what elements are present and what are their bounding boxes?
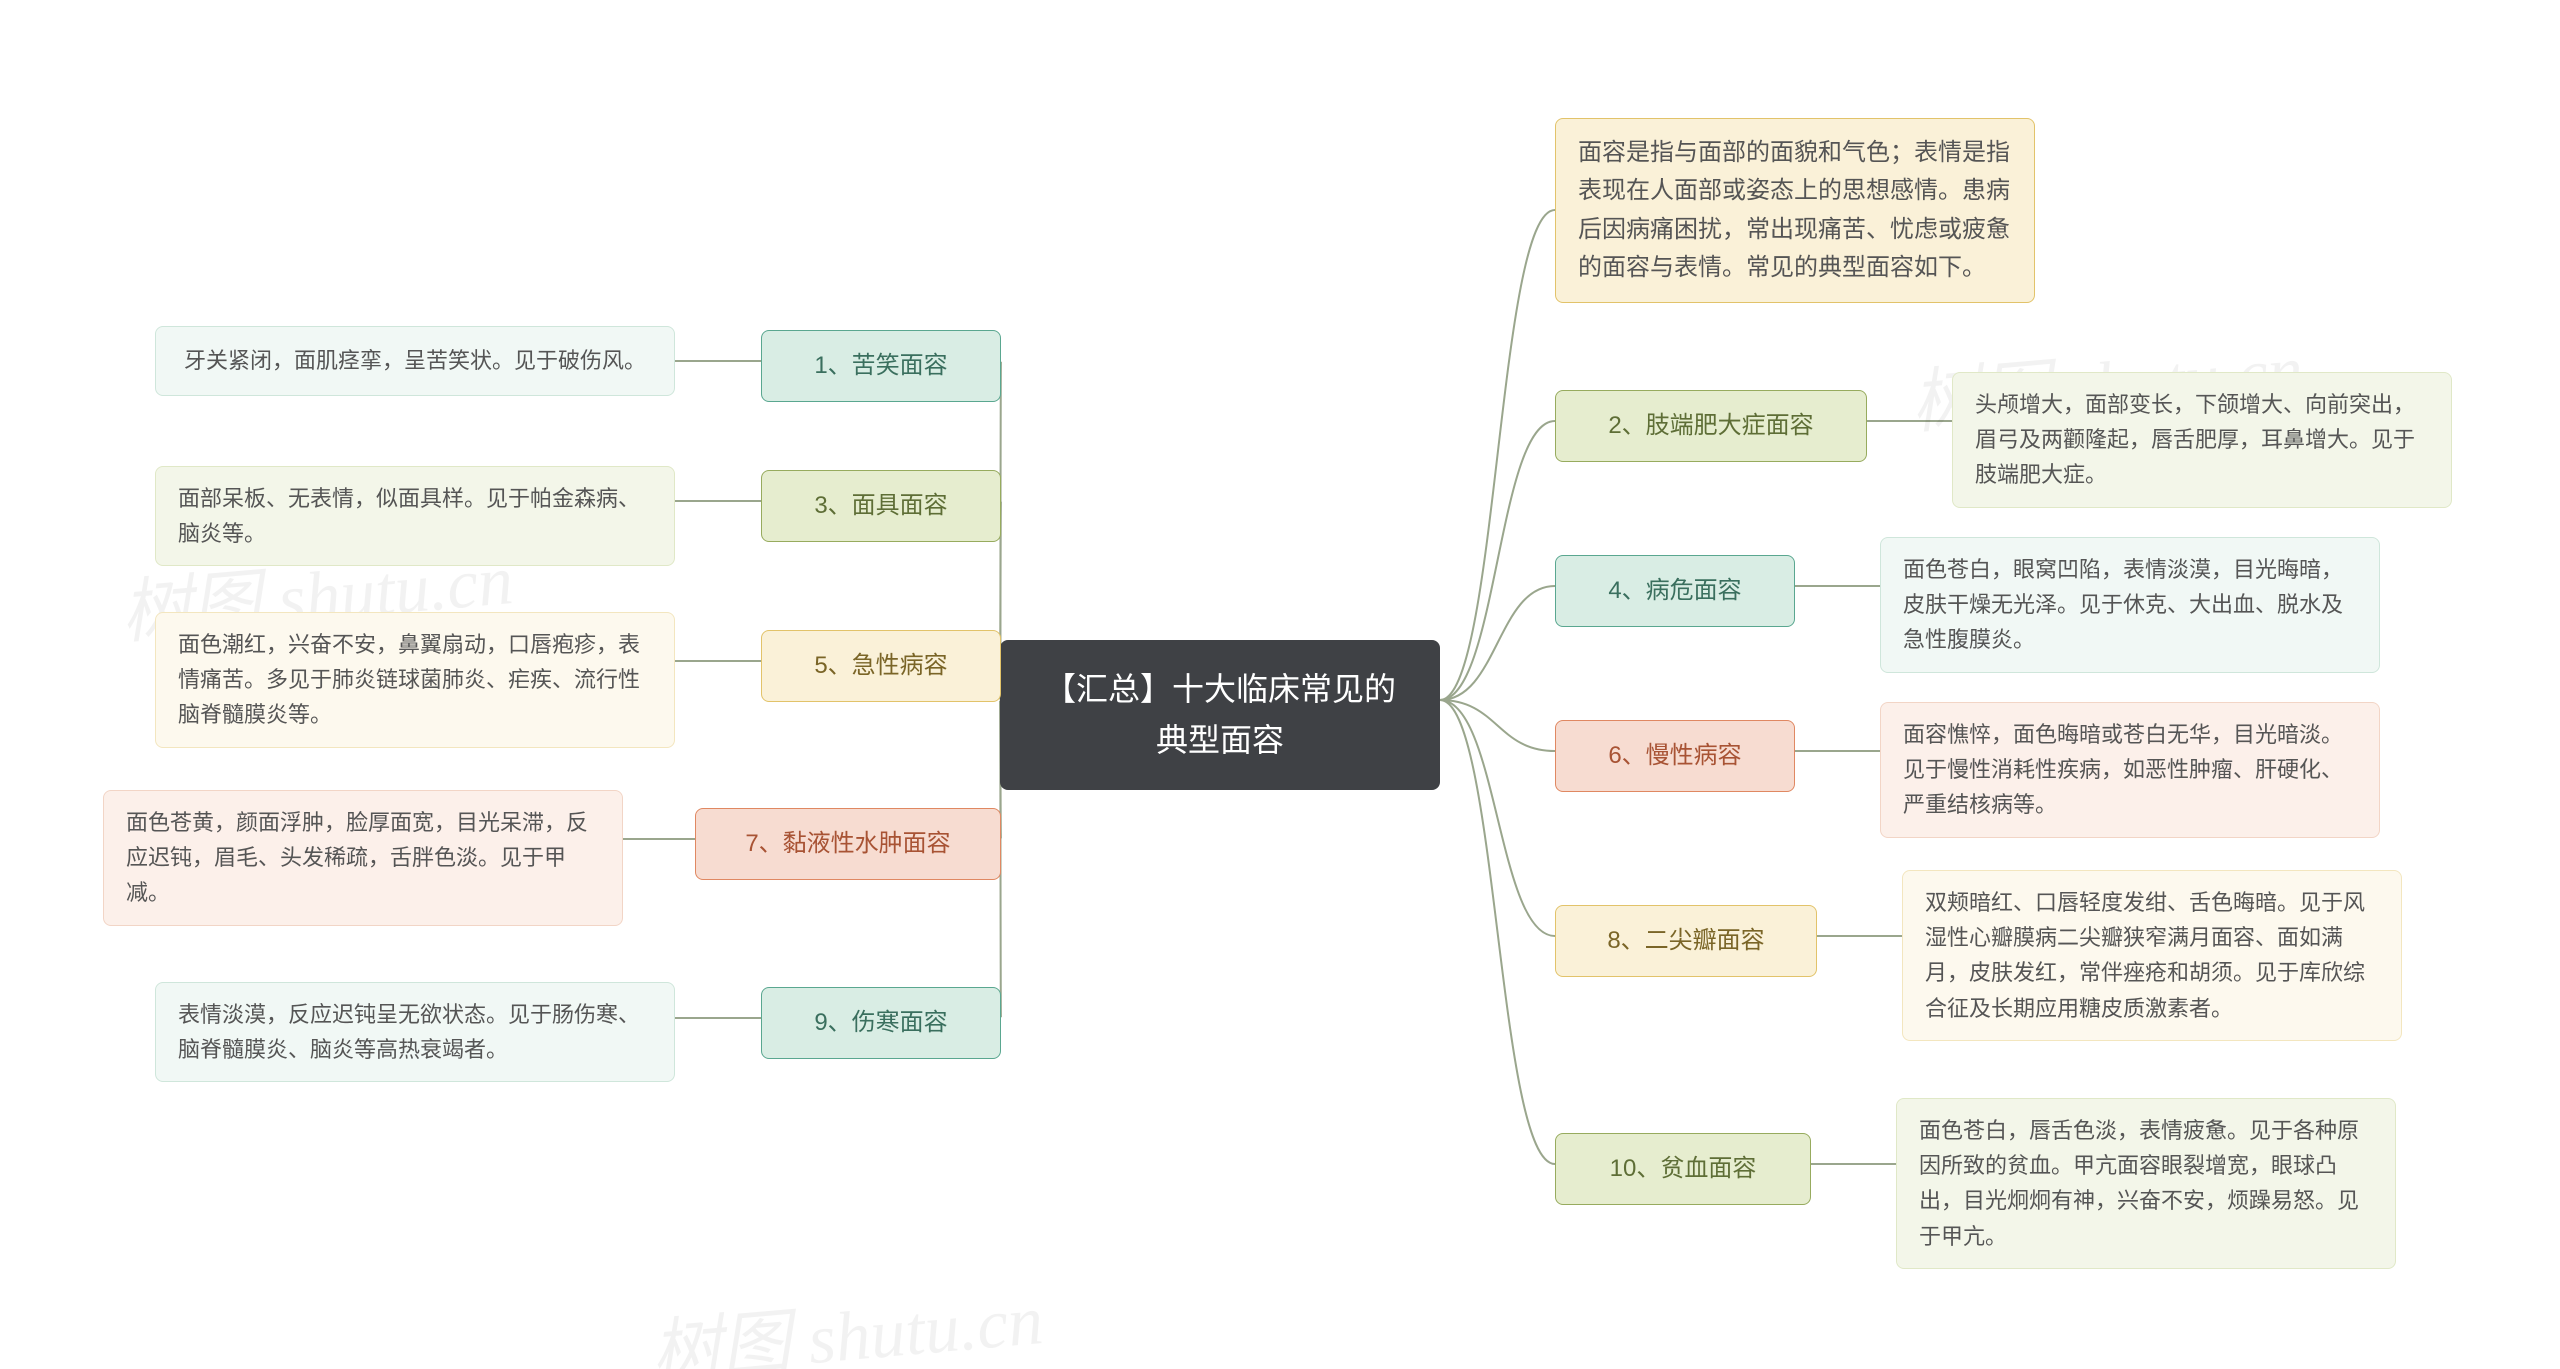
mindmap-canvas: 树图 shutu.cn树图 shutu.cn树图 shutu.cn【汇总】十大临… (0, 0, 2560, 1369)
leaf-b6[interactable]: 面容憔悴，面色晦暗或苍白无华，目光暗淡。见于慢性消耗性疾病，如恶性肿瘤、肝硬化、… (1880, 702, 2380, 838)
branch-b7[interactable]: 7、黏液性水肿面容 (695, 808, 1001, 880)
branch-b5[interactable]: 5、急性病容 (761, 630, 1001, 702)
leaf-b10[interactable]: 面色苍白，唇舌色淡，表情疲惫。见于各种原因所致的贫血。甲亢面容眼裂增宽，眼球凸出… (1896, 1098, 2396, 1269)
leaf-b8[interactable]: 双颊暗红、口唇轻度发绀、舌色晦暗。见于风湿性心瓣膜病二尖瓣狭窄满月面容、面如满月… (1902, 870, 2402, 1041)
watermark: 树图 shutu.cn (646, 1263, 1046, 1369)
leaf-b9[interactable]: 表情淡漠，反应迟钝呈无欲状态。见于肠伤寒、脑脊髓膜炎、脑炎等高热衰竭者。 (155, 982, 675, 1082)
branch-b2[interactable]: 2、肢端肥大症面容 (1555, 390, 1867, 462)
branch-b6[interactable]: 6、慢性病容 (1555, 720, 1795, 792)
branch-b3[interactable]: 3、面具面容 (761, 470, 1001, 542)
leaf-b1[interactable]: 牙关紧闭，面肌痉挛，呈苦笑状。见于破伤风。 (155, 326, 675, 396)
branch-b9[interactable]: 9、伤寒面容 (761, 987, 1001, 1059)
leaf-b3[interactable]: 面部呆板、无表情，似面具样。见于帕金森病、脑炎等。 (155, 466, 675, 566)
branch-b10[interactable]: 10、贫血面容 (1555, 1133, 1811, 1205)
leaf-b2[interactable]: 头颅增大，面部变长，下颌增大、向前突出，眉弓及两颧隆起，唇舌肥厚，耳鼻增大。见于… (1952, 372, 2452, 508)
leaf-b5[interactable]: 面色潮红，兴奋不安，鼻翼扇动，口唇疱疹，表情痛苦。多见于肺炎链球菌肺炎、疟疾、流… (155, 612, 675, 748)
leaf-b7[interactable]: 面色苍黄，颜面浮肿，脸厚面宽，目光呆滞，反应迟钝，眉毛、头发稀疏，舌胖色淡。见于… (103, 790, 623, 926)
central-topic[interactable]: 【汇总】十大临床常见的典型面容 (1000, 640, 1440, 790)
branch-b1[interactable]: 1、苦笑面容 (761, 330, 1001, 402)
leaf-b4[interactable]: 面色苍白，眼窝凹陷，表情淡漠，目光晦暗，皮肤干燥无光泽。见于休克、大出血、脱水及… (1880, 537, 2380, 673)
branch-b8[interactable]: 8、二尖瓣面容 (1555, 905, 1817, 977)
leaf-intro[interactable]: 面容是指与面部的面貌和气色；表情是指表现在人面部或姿态上的思想感情。患病后因病痛… (1555, 118, 2035, 303)
branch-b4[interactable]: 4、病危面容 (1555, 555, 1795, 627)
